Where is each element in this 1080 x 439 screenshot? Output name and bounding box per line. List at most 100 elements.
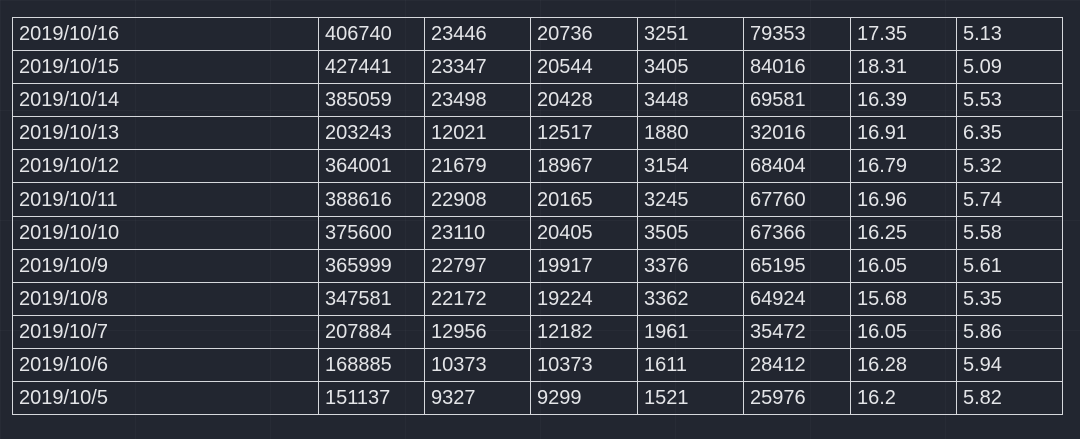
value-cell[interactable]: 16.2: [850, 381, 957, 416]
value-cell[interactable]: 5.13: [956, 16, 1063, 52]
date-cell[interactable]: 2019/10/9: [12, 248, 319, 283]
value-cell[interactable]: 16.28: [850, 347, 957, 383]
value-cell[interactable]: 16.39: [850, 83, 957, 118]
value-cell[interactable]: 84016: [743, 50, 851, 85]
value-cell[interactable]: 20544: [530, 50, 638, 85]
date-cell[interactable]: 2019/10/10: [12, 215, 319, 250]
value-cell[interactable]: 3154: [637, 149, 744, 184]
value-cell[interactable]: 168885: [318, 347, 425, 383]
value-cell[interactable]: 22908: [424, 182, 531, 217]
value-cell[interactable]: 427441: [318, 50, 425, 85]
value-cell[interactable]: 3405: [637, 50, 744, 85]
value-cell[interactable]: 5.94: [956, 347, 1063, 383]
value-cell[interactable]: 65195: [743, 248, 851, 283]
value-cell[interactable]: 23110: [424, 215, 531, 250]
value-cell[interactable]: 12517: [530, 116, 638, 151]
date-cell[interactable]: 2019/10/13: [12, 116, 319, 151]
value-cell[interactable]: 3362: [637, 281, 744, 316]
value-cell[interactable]: 151137: [318, 381, 425, 416]
value-cell[interactable]: 68404: [743, 149, 851, 184]
value-cell[interactable]: 347581: [318, 281, 425, 316]
value-cell[interactable]: 5.74: [956, 182, 1063, 217]
value-cell[interactable]: 1611: [637, 347, 744, 383]
value-cell[interactable]: 22797: [424, 248, 531, 283]
value-cell[interactable]: 23446: [424, 16, 531, 52]
value-cell[interactable]: 12182: [530, 314, 638, 349]
value-cell[interactable]: 1961: [637, 314, 744, 349]
value-cell[interactable]: 22172: [424, 281, 531, 316]
value-cell[interactable]: 69581: [743, 83, 851, 118]
value-cell[interactable]: 9299: [530, 381, 638, 416]
value-cell[interactable]: 20428: [530, 83, 638, 118]
value-cell[interactable]: 207884: [318, 314, 425, 349]
value-cell[interactable]: 203243: [318, 116, 425, 151]
value-cell[interactable]: 406740: [318, 16, 425, 52]
value-cell[interactable]: 23347: [424, 50, 531, 85]
value-cell[interactable]: 5.32: [956, 149, 1063, 184]
date-cell[interactable]: 2019/10/14: [12, 83, 319, 118]
table-row: 2019/10/14 385059 23498 20428 3448 69581 16.39…: [12, 83, 1063, 118]
value-cell[interactable]: 16.05: [850, 248, 957, 283]
value-cell[interactable]: 3376: [637, 248, 744, 283]
value-cell[interactable]: 35472: [743, 314, 851, 349]
value-cell[interactable]: 67366: [743, 215, 851, 250]
value-cell[interactable]: 375600: [318, 215, 425, 250]
value-cell[interactable]: 5.53: [956, 83, 1063, 118]
date-cell[interactable]: 2019/10/11: [12, 182, 319, 217]
value-cell[interactable]: 3448: [637, 83, 744, 118]
value-cell[interactable]: 21679: [424, 149, 531, 184]
value-cell[interactable]: 365999: [318, 248, 425, 283]
value-cell[interactable]: 3245: [637, 182, 744, 217]
table-row: 2019/10/13 203243 12021 12517 1880 32016 16.91…: [12, 116, 1063, 151]
value-cell[interactable]: 10373: [424, 347, 531, 383]
value-cell[interactable]: 364001: [318, 149, 425, 184]
value-cell[interactable]: 3251: [637, 16, 744, 52]
value-cell[interactable]: 20405: [530, 215, 638, 250]
value-cell[interactable]: 25976: [743, 381, 851, 416]
value-cell[interactable]: 20736: [530, 16, 638, 52]
value-cell[interactable]: 19224: [530, 281, 638, 316]
value-cell[interactable]: 16.05: [850, 314, 957, 349]
value-cell[interactable]: 16.91: [850, 116, 957, 151]
value-cell[interactable]: 388616: [318, 182, 425, 217]
value-cell[interactable]: 5.58: [956, 215, 1063, 250]
value-cell[interactable]: 16.96: [850, 182, 957, 217]
value-cell[interactable]: 16.25: [850, 215, 957, 250]
value-cell[interactable]: 64924: [743, 281, 851, 316]
date-cell[interactable]: 2019/10/15: [12, 50, 319, 85]
value-cell[interactable]: 9327: [424, 381, 531, 416]
value-cell[interactable]: 18967: [530, 149, 638, 184]
date-cell[interactable]: 2019/10/12: [12, 149, 319, 184]
value-cell[interactable]: 5.35: [956, 281, 1063, 316]
value-cell[interactable]: 1880: [637, 116, 744, 151]
value-cell[interactable]: 18.31: [850, 50, 957, 85]
value-cell[interactable]: 19917: [530, 248, 638, 283]
value-cell[interactable]: 67760: [743, 182, 851, 217]
date-cell[interactable]: 2019/10/7: [12, 314, 319, 349]
value-cell[interactable]: 6.35: [956, 116, 1063, 151]
value-cell[interactable]: 12021: [424, 116, 531, 151]
value-cell[interactable]: 15.68: [850, 281, 957, 316]
value-cell[interactable]: 79353: [743, 16, 851, 52]
value-cell[interactable]: 385059: [318, 83, 425, 118]
date-cell[interactable]: 2019/10/8: [12, 281, 319, 316]
value-cell[interactable]: 5.86: [956, 314, 1063, 349]
value-cell[interactable]: 20165: [530, 182, 638, 217]
table-row: 2019/10/7 207884 12956 12182 1961 35472 16.05 5…: [12, 314, 1063, 349]
value-cell[interactable]: 5.82: [956, 381, 1063, 416]
value-cell[interactable]: 10373: [530, 347, 638, 383]
value-cell[interactable]: 16.79: [850, 149, 957, 184]
value-cell[interactable]: 23498: [424, 83, 531, 118]
date-cell[interactable]: 2019/10/5: [12, 381, 319, 416]
value-cell[interactable]: 32016: [743, 116, 851, 151]
table-row: 2019/10/6 168885 10373 10373 1611 28412 16.28 5…: [12, 347, 1063, 383]
date-cell[interactable]: 2019/10/16: [12, 16, 319, 52]
value-cell[interactable]: 3505: [637, 215, 744, 250]
value-cell[interactable]: 5.09: [956, 50, 1063, 85]
value-cell[interactable]: 12956: [424, 314, 531, 349]
date-cell[interactable]: 2019/10/6: [12, 347, 319, 383]
value-cell[interactable]: 17.35: [850, 16, 957, 52]
value-cell[interactable]: 1521: [637, 381, 744, 416]
value-cell[interactable]: 5.61: [956, 248, 1063, 283]
value-cell[interactable]: 28412: [743, 347, 851, 383]
